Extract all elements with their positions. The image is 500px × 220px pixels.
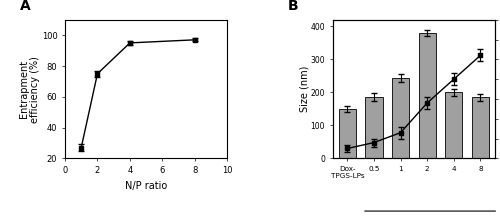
Bar [338, 109, 356, 158]
Bar [392, 77, 409, 158]
X-axis label: N/P ratio: N/P ratio [125, 181, 168, 191]
Y-axis label: Size (nm): Size (nm) [299, 66, 309, 112]
Bar [366, 97, 382, 158]
Y-axis label: Entrapment
efficiency (%): Entrapment efficiency (%) [18, 56, 40, 123]
Bar [445, 92, 462, 158]
Text: A: A [20, 0, 30, 13]
Bar [472, 97, 489, 158]
Bar [418, 33, 436, 158]
Text: B: B [288, 0, 298, 13]
